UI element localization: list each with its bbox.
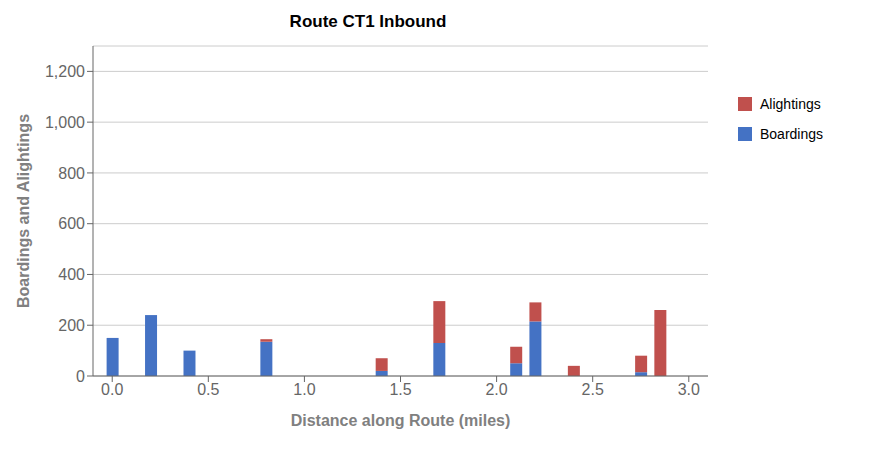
svg-text:200: 200	[58, 317, 85, 334]
svg-text:1.5: 1.5	[389, 381, 411, 398]
svg-text:2.5: 2.5	[582, 381, 604, 398]
svg-text:2.0: 2.0	[485, 381, 507, 398]
svg-text:0: 0	[76, 368, 85, 385]
html-text:Alightings: Alightings	[760, 96, 821, 112]
svg-text:800: 800	[58, 165, 85, 182]
svg-text:600: 600	[58, 215, 85, 232]
svg-text:1,000: 1,000	[45, 114, 85, 131]
svg-text:Distance along Route (miles): Distance along Route (miles)	[291, 412, 511, 429]
html-text:Route CT1 Inbound: Route CT1 Inbound	[289, 12, 447, 31]
svg-text:0.5: 0.5	[197, 381, 219, 398]
svg-text:1,200: 1,200	[45, 63, 85, 80]
svg-text:Boardings and Alightings: Boardings and Alightings	[15, 114, 32, 308]
svg-text:3.0: 3.0	[678, 381, 700, 398]
html-text:Boardings: Boardings	[760, 126, 823, 142]
svg-text:1.0: 1.0	[293, 381, 315, 398]
svg-text:0.0: 0.0	[101, 381, 123, 398]
svg-text:400: 400	[58, 266, 85, 283]
